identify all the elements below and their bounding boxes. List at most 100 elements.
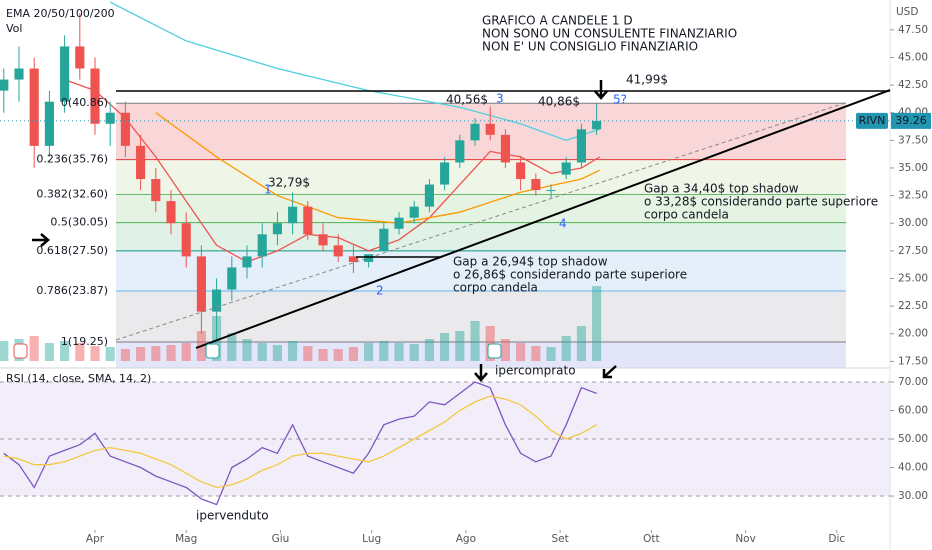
- candle-body: [272, 223, 282, 235]
- title: GRAFICO A CANDELE 1 D: [482, 14, 633, 28]
- fib-label: 0.786(23.87): [36, 284, 108, 297]
- volume-bar: [257, 343, 267, 361]
- volume-bar: [60, 341, 70, 361]
- x-tick-label: Ago: [456, 533, 476, 545]
- title: NON E' UN CONSIGLIO FINANZIARIO: [482, 40, 698, 54]
- candle-body: [485, 123, 495, 135]
- volume-bar: [242, 339, 252, 361]
- price-label: 39.26: [895, 114, 927, 127]
- wave-label: 5?: [613, 93, 627, 107]
- price-box: [891, 112, 931, 129]
- volume-bar: [561, 336, 571, 361]
- candle-body: [120, 112, 130, 146]
- candle-body: [379, 228, 389, 251]
- earnings-icon: [487, 343, 502, 359]
- currency: USD: [896, 6, 918, 18]
- candle-body: [470, 123, 480, 141]
- y-tick-label: 35.00: [898, 162, 928, 174]
- volume-bar: [485, 326, 495, 361]
- y-tick-label: 25.00: [898, 272, 928, 284]
- volume-bar: [516, 343, 526, 361]
- volume-bar: [364, 343, 374, 361]
- wave-label: 3: [496, 92, 504, 106]
- fib-zone: [116, 250, 846, 291]
- annotation: 41,99$: [626, 73, 668, 87]
- y-tick-label: 60.00: [898, 404, 928, 416]
- candle-body: [348, 256, 358, 262]
- y-tick-label: 45.00: [898, 51, 928, 63]
- candle-body: [242, 256, 252, 268]
- volume-bar: [166, 345, 176, 361]
- y-tick-label: 30.00: [898, 217, 928, 229]
- rsi-pane: [0, 381, 890, 506]
- candle-body: [394, 217, 404, 229]
- candle-body: [364, 254, 374, 262]
- candle-body: [531, 179, 541, 191]
- volume-bar: [576, 326, 586, 361]
- volume-bar: [120, 349, 130, 361]
- y-tick-label: 42.50: [898, 79, 928, 91]
- volume-bar: [318, 349, 328, 361]
- annotation: o 26,86$ considerando parte superiore: [453, 268, 687, 282]
- y-tick-label: 32.50: [898, 190, 928, 202]
- trend-line: [195, 89, 891, 349]
- candle-body: [318, 234, 328, 246]
- volume-bar: [394, 343, 404, 361]
- fib-zone: [116, 222, 846, 251]
- annotation: Gap a 34,40$ top shadow: [644, 182, 799, 196]
- volume-bar: [0, 341, 9, 361]
- symbol-box: [856, 112, 888, 129]
- candle-body: [44, 101, 54, 146]
- rsi-title: RSI (14, close, SMA, 14, 2): [6, 372, 151, 385]
- candle-body: [227, 267, 237, 290]
- volume-bar: [105, 347, 115, 361]
- y-tick-label: 70.00: [898, 376, 928, 388]
- candle-body: [136, 145, 146, 180]
- volume-bar: [424, 339, 434, 361]
- arrow: [594, 80, 608, 100]
- candle-body: [303, 206, 313, 235]
- x-tick-label: Lug: [362, 533, 381, 545]
- annotation: ipervenduto: [196, 509, 269, 523]
- arrow: [32, 233, 50, 247]
- volume-bar: [136, 347, 146, 361]
- earnings-icon: [205, 343, 220, 359]
- moving-average: [109, 1, 600, 141]
- arrow: [474, 364, 488, 382]
- fib-zone: [116, 290, 846, 343]
- fib-label: 1(19.25): [61, 335, 108, 348]
- y-tick-label: 47.50: [898, 24, 928, 36]
- candle-body: [500, 134, 510, 163]
- y-tick-label: 37.50: [898, 134, 928, 146]
- fib-label: 0.236(35.76): [36, 153, 108, 166]
- dashed-trend-line: [115, 102, 846, 341]
- candle-body: [516, 162, 526, 180]
- volume-bar: [227, 333, 237, 361]
- price-pane: [0, 1, 890, 368]
- candle-body: [424, 184, 434, 207]
- volume-bar: [409, 344, 419, 361]
- candle-body: [14, 68, 24, 80]
- title: NON SONO UN CONSULENTE FINANZIARIO: [482, 27, 737, 41]
- candle-body: [196, 256, 206, 312]
- candle-body: [0, 79, 9, 91]
- arrow: [602, 365, 617, 379]
- candle-body: [105, 112, 115, 124]
- fib-zone: [116, 159, 846, 195]
- y-tick-label: 30.00: [898, 490, 928, 502]
- earnings-icons: [13, 343, 502, 359]
- wave-label: 2: [376, 284, 384, 298]
- annotation: 32,79$: [268, 176, 310, 190]
- fib-zone: [116, 103, 846, 160]
- candle-body: [60, 46, 70, 102]
- rsi-line: [3, 381, 597, 506]
- candle-body: [455, 140, 465, 163]
- y-tick-label: 40.00: [898, 462, 928, 474]
- volume-bar: [288, 341, 298, 361]
- candle-body: [166, 201, 176, 224]
- x-tick-label: Ott: [643, 533, 660, 545]
- candle-body: [546, 190, 556, 192]
- volume-bar: [90, 346, 100, 361]
- x-tick-label: Mag: [175, 533, 197, 545]
